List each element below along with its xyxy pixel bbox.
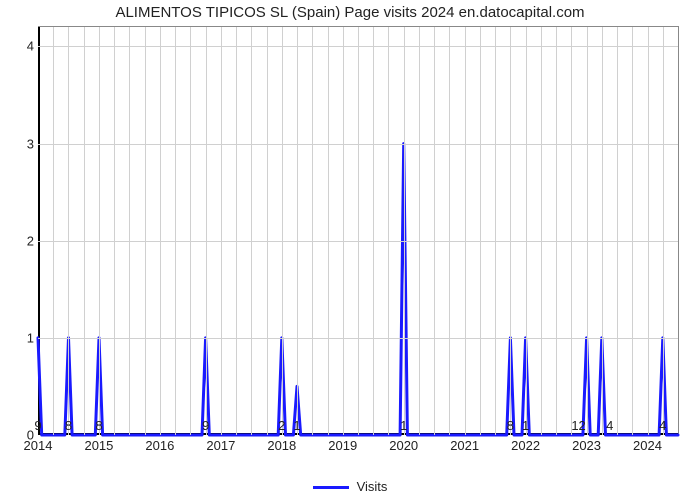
chart-title: ALIMENTOS TIPICOS SL (Spain) Page visits… [0,4,700,21]
spike-value-label: 4 [606,418,613,433]
spike-value-label: 8 [507,418,514,433]
x-year-label: 2017 [206,438,235,453]
plot-area: 01234 [38,26,679,435]
spike-value-label: 9 [34,418,41,433]
x-year-label: 2020 [389,438,418,453]
legend-swatch [313,486,349,489]
legend-label: Visits [357,479,388,494]
spike-value-label: 1 [293,418,300,433]
legend: Visits [0,479,700,494]
spike-value-label: 1 [522,418,529,433]
spike-value-label: 8 [65,418,72,433]
x-year-label: 2023 [572,438,601,453]
x-year-label: 2021 [450,438,479,453]
x-year-label: 2022 [511,438,540,453]
x-year-label: 2024 [633,438,662,453]
spike-value-label: 1 [400,418,407,433]
y-tick: 2 [16,233,34,248]
y-tick: 4 [16,39,34,54]
x-year-label: 2015 [84,438,113,453]
spike-value-label: 2 [278,418,285,433]
y-tick: 3 [16,136,34,151]
x-year-label: 2019 [328,438,357,453]
spike-value-label: 4 [659,418,666,433]
spike-value-label: 8 [95,418,102,433]
x-year-label: 2018 [267,438,296,453]
x-year-label: 2014 [24,438,53,453]
y-tick: 1 [16,330,34,345]
spike-value-label: 9 [202,418,209,433]
spike-value-label: 12 [571,418,585,433]
x-year-label: 2016 [145,438,174,453]
